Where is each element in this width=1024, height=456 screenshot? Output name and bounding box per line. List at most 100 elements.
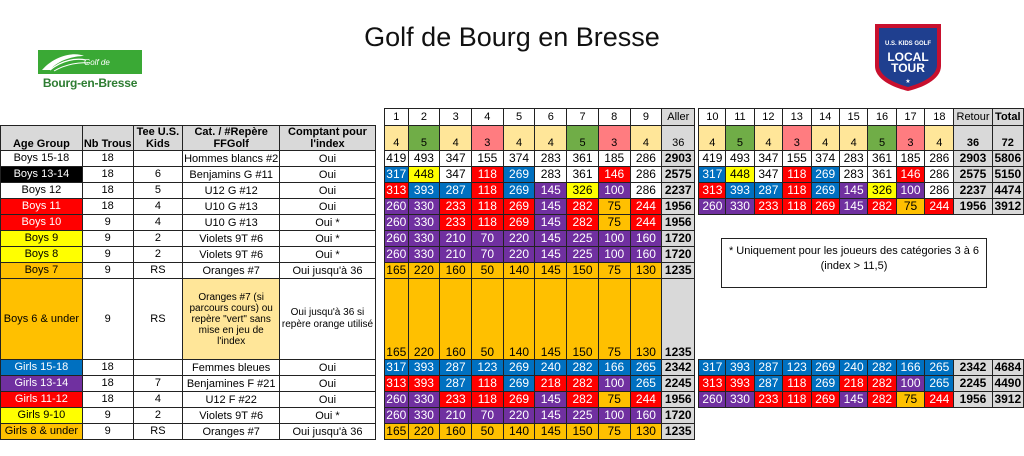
hole-distance: 260 — [384, 407, 409, 424]
hole-distance: 330 — [407, 230, 441, 247]
hole-distance: 225 — [566, 407, 599, 424]
tee-cell: 7 — [132, 375, 184, 392]
tee-cell: 4 — [132, 391, 184, 408]
empty-cell — [699, 279, 1024, 360]
hole-distance: 330 — [725, 198, 755, 215]
hole-distance: 393 — [725, 182, 755, 199]
tour-logo-line1: U.S. KIDS GOLF — [884, 41, 931, 47]
hole-distance: 165 — [384, 262, 409, 279]
hole-distance: 50 — [470, 423, 504, 440]
hole-distance: 361 — [566, 166, 599, 183]
hole-distance: 150 — [566, 262, 599, 279]
hole-distance: 130 — [629, 262, 663, 279]
hole-distance: 260 — [384, 246, 409, 263]
hole-distance: 146 — [895, 166, 926, 183]
index-cell: Oui — [279, 150, 376, 167]
hole-distance: 140 — [502, 262, 536, 279]
hole-distance: 260 — [698, 198, 727, 215]
hole-distance: 218 — [838, 375, 869, 392]
hole-distance: 374 — [502, 150, 536, 167]
hole-distance: 260 — [384, 214, 409, 231]
hole-number: 14 — [810, 108, 840, 126]
hole-distance: 493 — [407, 150, 441, 167]
empty-cell — [699, 424, 1024, 440]
category-cell: U12 F #22 — [182, 391, 281, 408]
hole-distance: 233 — [439, 391, 472, 408]
hole-distance: 269 — [502, 375, 536, 392]
hole-distance: 244 — [629, 391, 663, 408]
grand-total: 5806 — [991, 150, 1024, 167]
tee-cell: RS — [132, 262, 184, 279]
hole-distance: 160 — [629, 407, 663, 424]
hole-distance: 313 — [698, 182, 727, 199]
hole-distance: 100 — [597, 407, 631, 424]
par-total: 72 — [991, 125, 1024, 151]
table-row: Girls 11-12 18 4 U12 F #22 Oui 260 330 233 118 26… — [0, 391, 1024, 408]
hole-distance: 118 — [782, 391, 812, 408]
nb-trous-cell: 18 — [81, 182, 134, 199]
hole-distance: 260 — [698, 391, 727, 408]
category-cell: Violets 9T #6 — [182, 407, 281, 424]
hole-distance: 260 — [384, 198, 409, 215]
index-cell: Oui * — [279, 214, 376, 231]
hole-distance: 75 — [597, 278, 631, 360]
hole-distance: 282 — [566, 198, 599, 215]
hole-distance: 269 — [810, 182, 840, 199]
aller-total: 1956 — [661, 214, 696, 231]
par-value: 3 — [782, 125, 812, 151]
aller-total: 1235 — [661, 278, 696, 360]
grand-total: 5150 — [991, 166, 1024, 183]
table-row: Boys 10 9 4 U10 G #13 Oui * 260 330 233 118 269 14… — [0, 214, 1024, 231]
nb-trous-cell: 18 — [81, 375, 134, 392]
hole-number: 11 — [725, 108, 755, 126]
hole-distance: 330 — [407, 391, 441, 408]
hole-distance: 50 — [470, 278, 504, 360]
hole-distance: 260 — [384, 391, 409, 408]
hole-distance: 75 — [895, 198, 926, 215]
par-value: 4 — [502, 125, 536, 151]
hole-distance: 165 — [384, 423, 409, 440]
hole-distance: 218 — [534, 375, 568, 392]
aller-total: 1956 — [661, 198, 696, 215]
par-value: 4 — [698, 125, 727, 151]
tee-cell — [132, 150, 184, 167]
par-row: Age Group Nb Trous Tee U.S. Kids Cat. / #Re… — [0, 125, 1024, 151]
hole-distance: 287 — [439, 375, 472, 392]
par-value: 4 — [924, 125, 955, 151]
hole-distance: 118 — [470, 214, 504, 231]
hole-distance: 260 — [384, 230, 409, 247]
hole-distance: 75 — [597, 391, 631, 408]
hole-distance: 269 — [502, 198, 536, 215]
hole-distance: 265 — [629, 359, 663, 376]
hole-distance: 265 — [629, 375, 663, 392]
hole-distance: 326 — [566, 182, 599, 199]
tee-cell: RS — [132, 278, 184, 360]
hole-distance: 347 — [753, 166, 784, 183]
category-cell: Violets 9T #6 — [182, 246, 281, 263]
empty-cell — [1, 109, 385, 126]
category-cell: Benjamins G #11 — [182, 166, 281, 183]
hole-distance: 220 — [502, 246, 536, 263]
hole-number: 5 — [502, 108, 536, 126]
hole-distance: 160 — [629, 246, 663, 263]
hole-distance: 361 — [867, 150, 897, 167]
hole-distance: 313 — [384, 182, 409, 199]
hole-distance: 225 — [566, 246, 599, 263]
hole-distance: 269 — [502, 391, 536, 408]
par-value: 4 — [384, 125, 409, 151]
nb-trous-cell: 18 — [81, 150, 134, 167]
hole-distance: 100 — [597, 246, 631, 263]
nb-trous-cell: 18 — [81, 166, 134, 183]
hole-distance: 287 — [439, 359, 472, 376]
hole-distance: 145 — [534, 262, 568, 279]
hole-distance: 286 — [924, 166, 955, 183]
grand-total: 4474 — [991, 182, 1024, 199]
hole-distance: 140 — [502, 278, 536, 360]
table-row: Boys 9 9 2 Violets 9T #6 Oui * 260 330 210 70 220… — [0, 230, 1024, 247]
par-aller-total: 36 — [661, 125, 696, 151]
tee-cell: 2 — [132, 246, 184, 263]
hole-distance: 419 — [698, 150, 727, 167]
hole-distance: 419 — [384, 150, 409, 167]
hole-distance: 493 — [725, 150, 755, 167]
aller-total: 1235 — [661, 423, 696, 440]
